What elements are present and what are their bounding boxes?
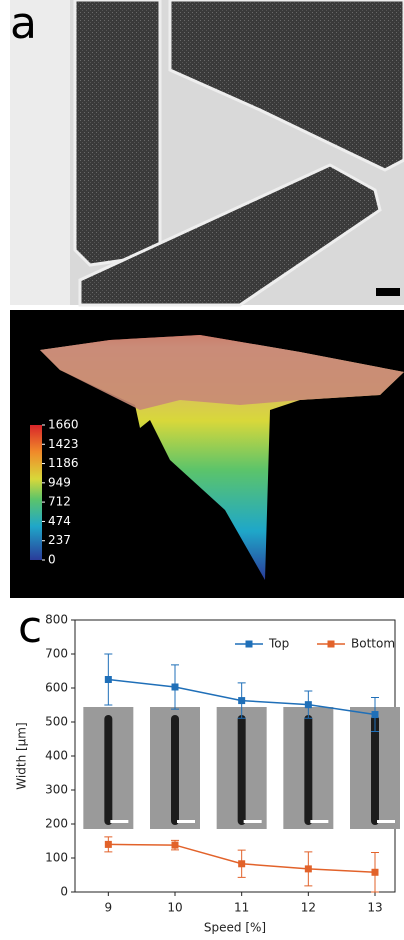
x-tick-label: 12 [301,901,316,915]
inset-slot [171,715,179,825]
inset-scale-bar [177,820,195,823]
data-point [105,841,112,848]
data-point [238,697,245,704]
legend-marker [328,641,335,648]
y-tick-label: 600 [45,681,68,695]
inset-slot [238,715,246,825]
colorbar-label: 1660 [48,418,79,432]
surface-image [10,310,404,598]
data-point [172,683,179,690]
colorbar-label: 237 [48,533,71,547]
y-tick-label: 400 [45,749,68,763]
y-tick-label: 200 [45,817,68,831]
data-point [305,865,312,872]
colorbar-label: 0 [48,553,56,567]
panel-label: b [10,306,38,357]
legend-label: Bottom [351,637,395,651]
inset-slot [104,715,112,825]
data-point [172,842,179,849]
x-tick-label: 11 [234,901,249,915]
colorbar [30,425,42,560]
x-tick-label: 10 [167,901,182,915]
inset-scale-bar [244,820,262,823]
inset-scale-bar [377,820,395,823]
legend-label: Top [268,637,289,651]
colorbar-label: 474 [48,514,71,528]
colorbar-label: 712 [48,495,71,509]
panel-label: a [10,0,37,49]
panel-label: c [18,602,42,653]
x-tick-label: 13 [367,901,382,915]
y-tick-label: 100 [45,851,68,865]
y-tick-label: 300 [45,783,68,797]
sem-image [10,0,404,305]
data-point [105,676,112,683]
data-point [372,869,379,876]
y-tick-label: 0 [60,885,68,899]
inset-slot [304,715,312,825]
y-tick-label: 500 [45,715,68,729]
colorbar-label: 949 [48,475,71,489]
x-tick-label: 9 [105,901,113,915]
data-point [305,701,312,708]
colorbar-label: 1186 [48,456,79,470]
y-tick-label: 700 [45,647,68,661]
y-tick-label: 800 [45,613,68,627]
data-point [238,860,245,867]
inset-scale-bar [310,820,328,823]
data-point [372,711,379,718]
figure: a b c Speed [%] Width [µm] 1660 1423 1186 9… [0,0,404,940]
y-axis-label: Width [µm] [15,722,29,789]
legend-marker [246,641,253,648]
colorbar-label: 1423 [48,437,79,451]
x-axis-label: Speed [%] [204,921,266,935]
inset-scale-bar [110,820,128,823]
